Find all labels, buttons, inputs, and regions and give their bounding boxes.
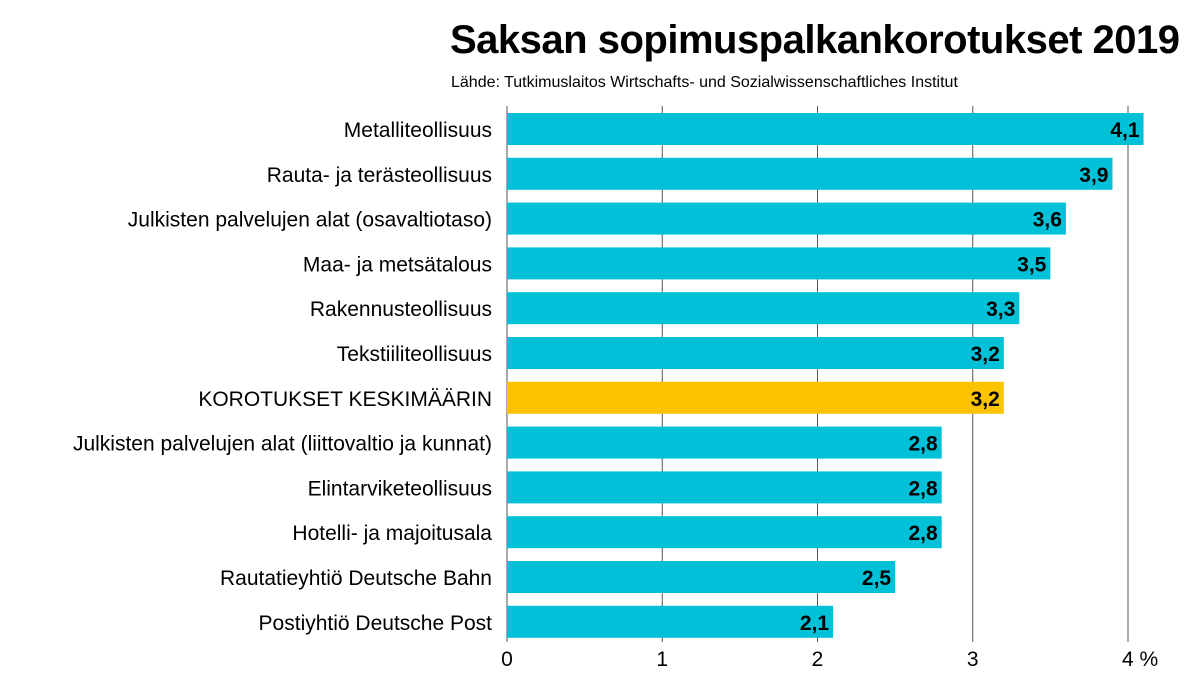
labels: 4,1 Metalliteollisuus 3,9 Rauta- ja teräste… bbox=[73, 119, 1140, 635]
value-label: 3,5 bbox=[1017, 253, 1047, 276]
bar bbox=[507, 157, 1113, 190]
x-tick-label: 2 bbox=[812, 648, 824, 671]
category-label: Metalliteollisuus bbox=[344, 119, 492, 142]
category-label: Tekstiiliteollisuus bbox=[337, 343, 492, 366]
bar bbox=[507, 337, 1004, 369]
bar bbox=[507, 247, 1051, 280]
category-label: Maa- ja metsätalous bbox=[303, 253, 492, 276]
category-label: Elintarviketeollisuus bbox=[308, 477, 492, 500]
value-label: 2,5 bbox=[862, 567, 892, 590]
bar bbox=[507, 292, 1020, 325]
value-label: 3,3 bbox=[986, 298, 1015, 321]
value-label: 3,2 bbox=[971, 343, 1000, 366]
category-label: KOROTUKSET KESKIMÄÄRIN bbox=[198, 388, 492, 411]
bar bbox=[507, 113, 1144, 145]
value-label: 4,1 bbox=[1110, 119, 1140, 142]
category-label: Postiyhtiö Deutsche Post bbox=[259, 612, 493, 635]
value-label: 3,6 bbox=[1033, 209, 1062, 232]
category-label: Julkisten palvelujen alat (liittovaltio … bbox=[73, 433, 492, 456]
x-tick-label: 4 % bbox=[1122, 648, 1158, 671]
bar bbox=[507, 202, 1066, 235]
value-label: 2,8 bbox=[908, 433, 938, 456]
category-label: Rautatieyhtiö Deutsche Bahn bbox=[220, 567, 492, 590]
chart-source: Lähde: Tutkimuslaitos Wirtschafts- und S… bbox=[451, 74, 958, 91]
bar bbox=[507, 561, 896, 593]
category-label: Rauta- ja terästeollisuus bbox=[267, 164, 492, 187]
bar bbox=[507, 516, 942, 549]
bar bbox=[507, 471, 942, 504]
grid-lines bbox=[506, 106, 1129, 642]
category-label: Rakennusteollisuus bbox=[310, 298, 492, 321]
category-label: Julkisten palvelujen alat (osavaltiotaso… bbox=[128, 209, 492, 232]
value-label: 3,2 bbox=[971, 388, 1000, 411]
bar bbox=[507, 605, 834, 638]
value-label: 2,8 bbox=[908, 522, 938, 545]
value-label: 2,1 bbox=[800, 612, 830, 635]
chart-title: Saksan sopimuspalkankorotukset 2019 bbox=[450, 18, 1180, 62]
x-tick-label: 3 bbox=[967, 648, 979, 671]
bar-average bbox=[507, 381, 1004, 414]
x-axis: 0 1 2 3 4 % bbox=[501, 648, 1158, 671]
category-label: Hotelli- ja majoitusala bbox=[292, 522, 492, 545]
value-label: 3,9 bbox=[1079, 164, 1108, 187]
x-tick-label: 0 bbox=[501, 648, 513, 671]
value-label: 2,8 bbox=[908, 477, 938, 500]
bars bbox=[507, 113, 1144, 638]
x-tick-label: 1 bbox=[656, 648, 668, 671]
bar bbox=[507, 426, 942, 459]
